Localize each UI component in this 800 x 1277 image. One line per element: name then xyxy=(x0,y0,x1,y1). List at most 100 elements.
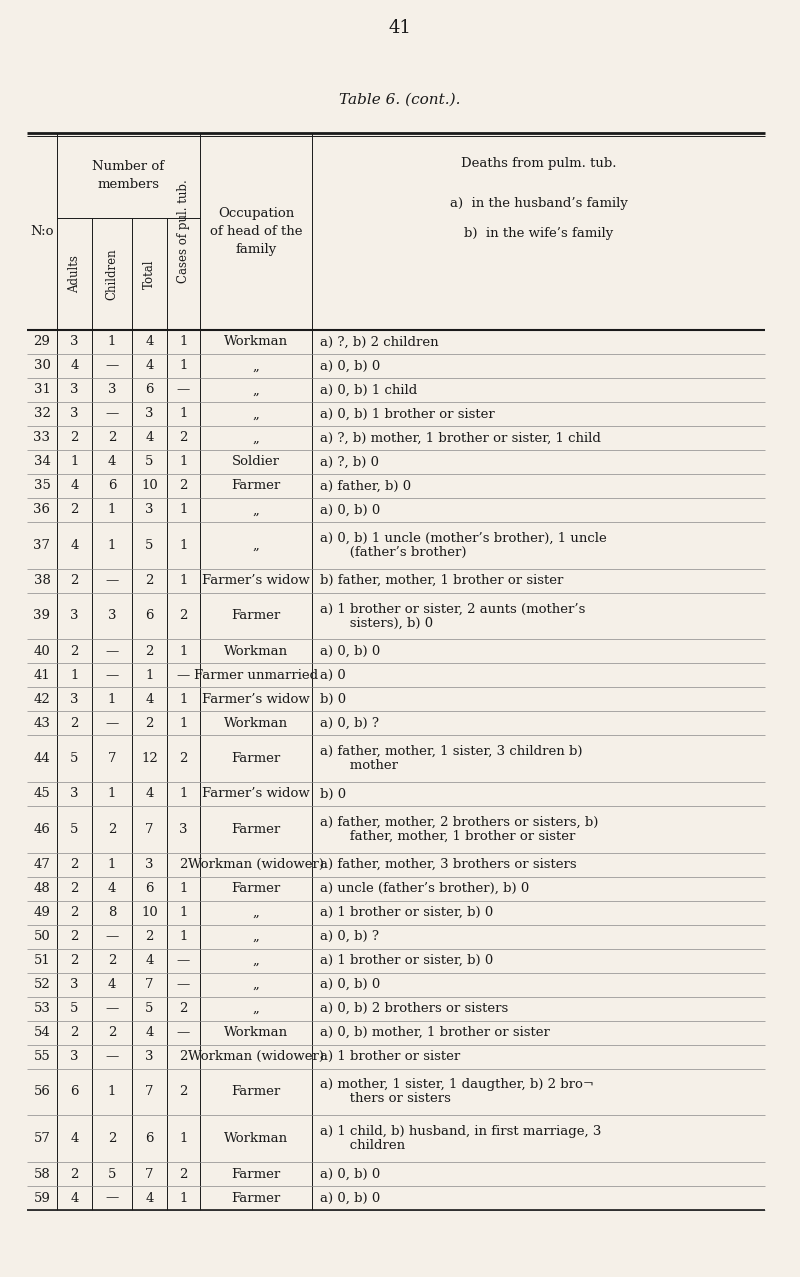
Text: 3: 3 xyxy=(70,383,78,396)
Text: 4: 4 xyxy=(146,336,154,349)
Text: —: — xyxy=(177,669,190,682)
Text: 3: 3 xyxy=(108,383,116,396)
Text: Farmer: Farmer xyxy=(231,882,281,895)
Text: 2: 2 xyxy=(70,858,78,871)
Text: „: „ xyxy=(253,907,259,919)
Text: 1: 1 xyxy=(70,669,78,682)
Text: 5: 5 xyxy=(70,752,78,765)
Text: 4: 4 xyxy=(70,539,78,552)
Text: 1: 1 xyxy=(179,407,188,420)
Text: a) 0, b) 0: a) 0, b) 0 xyxy=(320,1191,380,1204)
Text: 39: 39 xyxy=(34,609,50,622)
Text: a) ?, b) 2 children: a) ?, b) 2 children xyxy=(320,336,438,349)
Text: 2: 2 xyxy=(146,930,154,944)
Text: sisters), b) 0: sisters), b) 0 xyxy=(320,617,433,630)
Text: Farmer’s widow: Farmer’s widow xyxy=(202,692,310,706)
Text: a) ?, b) 0: a) ?, b) 0 xyxy=(320,456,379,469)
Text: 2: 2 xyxy=(70,432,78,444)
Text: 3: 3 xyxy=(146,1050,154,1062)
Text: —: — xyxy=(106,1002,118,1015)
Text: 1: 1 xyxy=(179,645,188,658)
Text: 2: 2 xyxy=(179,1050,188,1062)
Text: a) ?, b) mother, 1 brother or sister, 1 child: a) ?, b) mother, 1 brother or sister, 1 … xyxy=(320,432,601,444)
Text: 49: 49 xyxy=(34,907,50,919)
Text: 1: 1 xyxy=(108,1085,116,1098)
Text: 59: 59 xyxy=(34,1191,50,1204)
Text: 6: 6 xyxy=(146,1133,154,1145)
Text: „: „ xyxy=(253,930,259,944)
Text: 48: 48 xyxy=(34,882,50,895)
Text: a) 1 brother or sister: a) 1 brother or sister xyxy=(320,1050,460,1062)
Text: 1: 1 xyxy=(179,359,188,373)
Text: Farmer: Farmer xyxy=(231,752,281,765)
Text: 34: 34 xyxy=(34,456,50,469)
Text: 2: 2 xyxy=(179,1167,188,1180)
Text: b) 0: b) 0 xyxy=(320,788,346,801)
Text: 10: 10 xyxy=(141,907,158,919)
Text: Number of
members: Number of members xyxy=(93,161,165,190)
Text: 1: 1 xyxy=(108,539,116,552)
Text: a) 0, b) mother, 1 brother or sister: a) 0, b) mother, 1 brother or sister xyxy=(320,1025,550,1039)
Text: 7: 7 xyxy=(146,822,154,836)
Text: 4: 4 xyxy=(146,788,154,801)
Text: 5: 5 xyxy=(146,1002,154,1015)
Text: Table 6. (cont.).: Table 6. (cont.). xyxy=(339,93,461,107)
Text: Occupation
of head of the
family: Occupation of head of the family xyxy=(210,207,302,255)
Text: 7: 7 xyxy=(108,752,116,765)
Text: Farmer: Farmer xyxy=(231,609,281,622)
Text: 1: 1 xyxy=(179,539,188,552)
Text: 2: 2 xyxy=(70,645,78,658)
Text: 2: 2 xyxy=(108,1133,116,1145)
Text: 5: 5 xyxy=(70,822,78,836)
Text: 5: 5 xyxy=(70,1002,78,1015)
Text: 4: 4 xyxy=(146,1025,154,1039)
Text: a) 0, b) 0: a) 0, b) 0 xyxy=(320,359,380,373)
Text: 1: 1 xyxy=(179,1133,188,1145)
Text: 56: 56 xyxy=(34,1085,50,1098)
Text: —: — xyxy=(177,978,190,991)
Text: Workman: Workman xyxy=(224,1025,288,1039)
Text: „: „ xyxy=(253,407,259,420)
Text: 2: 2 xyxy=(146,716,154,729)
Text: 4: 4 xyxy=(146,692,154,706)
Text: 53: 53 xyxy=(34,1002,50,1015)
Text: a) 0, b) 1 child: a) 0, b) 1 child xyxy=(320,383,418,396)
Text: 4: 4 xyxy=(146,359,154,373)
Text: „: „ xyxy=(253,539,259,552)
Text: —: — xyxy=(106,359,118,373)
Text: a)  in the husband’s family: a) in the husband’s family xyxy=(450,197,627,209)
Text: 2: 2 xyxy=(70,930,78,944)
Text: 1: 1 xyxy=(108,788,116,801)
Text: b) father, mother, 1 brother or sister: b) father, mother, 1 brother or sister xyxy=(320,575,563,587)
Text: Soldier: Soldier xyxy=(232,456,280,469)
Text: 57: 57 xyxy=(34,1133,50,1145)
Text: 2: 2 xyxy=(108,822,116,836)
Text: 1: 1 xyxy=(179,907,188,919)
Text: 4: 4 xyxy=(108,456,116,469)
Text: 45: 45 xyxy=(34,788,50,801)
Text: 2: 2 xyxy=(70,575,78,587)
Text: 55: 55 xyxy=(34,1050,50,1062)
Text: 3: 3 xyxy=(70,692,78,706)
Text: a) 0, b) 0: a) 0, b) 0 xyxy=(320,645,380,658)
Text: 30: 30 xyxy=(34,359,50,373)
Text: 54: 54 xyxy=(34,1025,50,1039)
Text: 2: 2 xyxy=(146,575,154,587)
Text: 4: 4 xyxy=(108,882,116,895)
Text: Deaths from pulm. tub.: Deaths from pulm. tub. xyxy=(461,157,616,170)
Text: 1: 1 xyxy=(179,692,188,706)
Text: 47: 47 xyxy=(34,858,50,871)
Text: 40: 40 xyxy=(34,645,50,658)
Text: 2: 2 xyxy=(179,432,188,444)
Text: 3: 3 xyxy=(70,609,78,622)
Text: „: „ xyxy=(253,503,259,516)
Text: —: — xyxy=(177,1025,190,1039)
Text: a) 0, b) 0: a) 0, b) 0 xyxy=(320,978,380,991)
Text: a) mother, 1 sister, 1 daugther, b) 2 bro¬: a) mother, 1 sister, 1 daugther, b) 2 br… xyxy=(320,1078,594,1092)
Text: N:o: N:o xyxy=(30,225,54,238)
Text: a) uncle (father’s brother), b) 0: a) uncle (father’s brother), b) 0 xyxy=(320,882,530,895)
Text: 1: 1 xyxy=(179,456,188,469)
Text: 2: 2 xyxy=(146,645,154,658)
Text: Adults: Adults xyxy=(68,255,81,292)
Text: Total: Total xyxy=(143,259,156,289)
